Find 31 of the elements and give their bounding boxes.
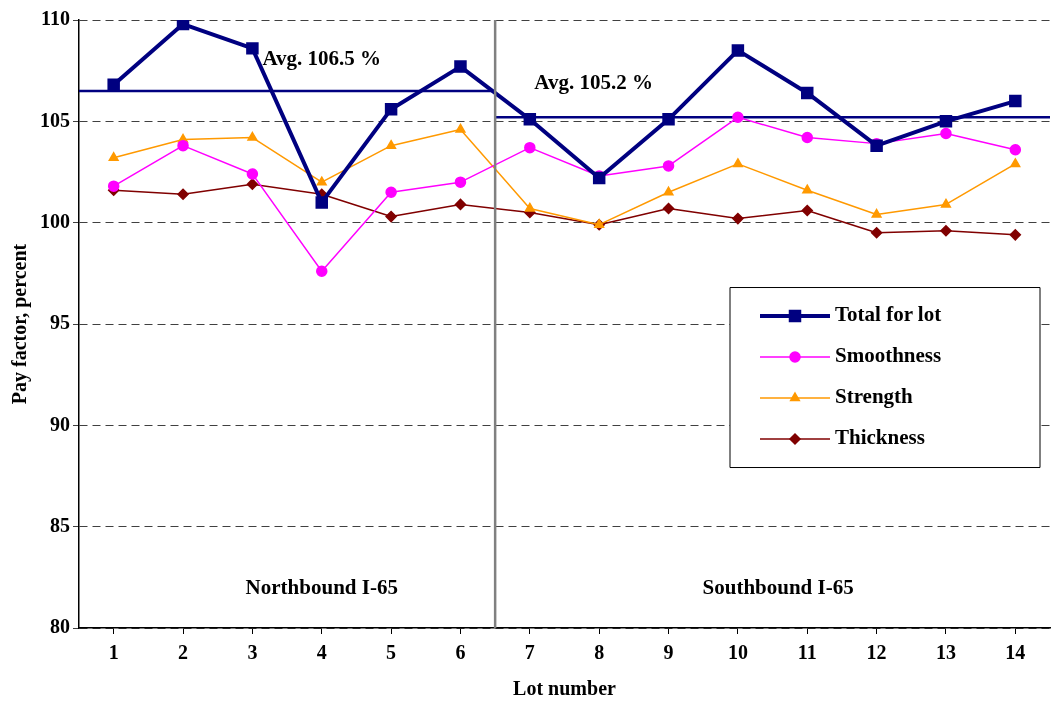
annotation: Avg. 106.5 % bbox=[262, 45, 382, 70]
x-tick-label: 13 bbox=[935, 641, 956, 664]
x-tick-label: 3 bbox=[247, 641, 258, 664]
x-tick-label: 12 bbox=[866, 641, 887, 664]
x-axis-title: Lot number bbox=[513, 677, 617, 700]
x-tick-label: 4 bbox=[316, 641, 327, 664]
y-axis-title: Pay factor, percent bbox=[8, 243, 32, 405]
x-tick-label: 8 bbox=[594, 641, 605, 664]
legend-label: Smoothness bbox=[835, 343, 942, 368]
x-tick-label: 7 bbox=[524, 641, 535, 664]
x-tick-label: 5 bbox=[386, 641, 397, 664]
y-tick-label: 90 bbox=[50, 412, 70, 435]
x-tick-label: 14 bbox=[1005, 641, 1026, 664]
legend-label: Strength bbox=[835, 384, 914, 409]
annotation: Southbound I-65 bbox=[702, 574, 854, 599]
annotation: Northbound I-65 bbox=[245, 574, 398, 599]
y-tick-label: 100 bbox=[40, 209, 70, 232]
x-tick-label: 9 bbox=[663, 641, 674, 664]
y-tick-label: 85 bbox=[50, 513, 70, 536]
x-tick-label: 10 bbox=[727, 641, 748, 664]
legend-label: Total for lot bbox=[835, 302, 942, 327]
y-tick-label: 105 bbox=[40, 108, 70, 131]
legend-label: Thickness bbox=[835, 425, 925, 450]
x-tick-label: 1 bbox=[108, 641, 119, 664]
y-tick-label: 110 bbox=[41, 7, 70, 30]
x-tick-label: 6 bbox=[455, 641, 466, 664]
x-tick-label: 2 bbox=[178, 641, 189, 664]
y-tick-label: 95 bbox=[50, 311, 70, 334]
annotation: Avg. 105.2 % bbox=[534, 70, 653, 95]
y-tick-label: 80 bbox=[50, 615, 70, 638]
x-tick-label: 11 bbox=[797, 641, 817, 664]
